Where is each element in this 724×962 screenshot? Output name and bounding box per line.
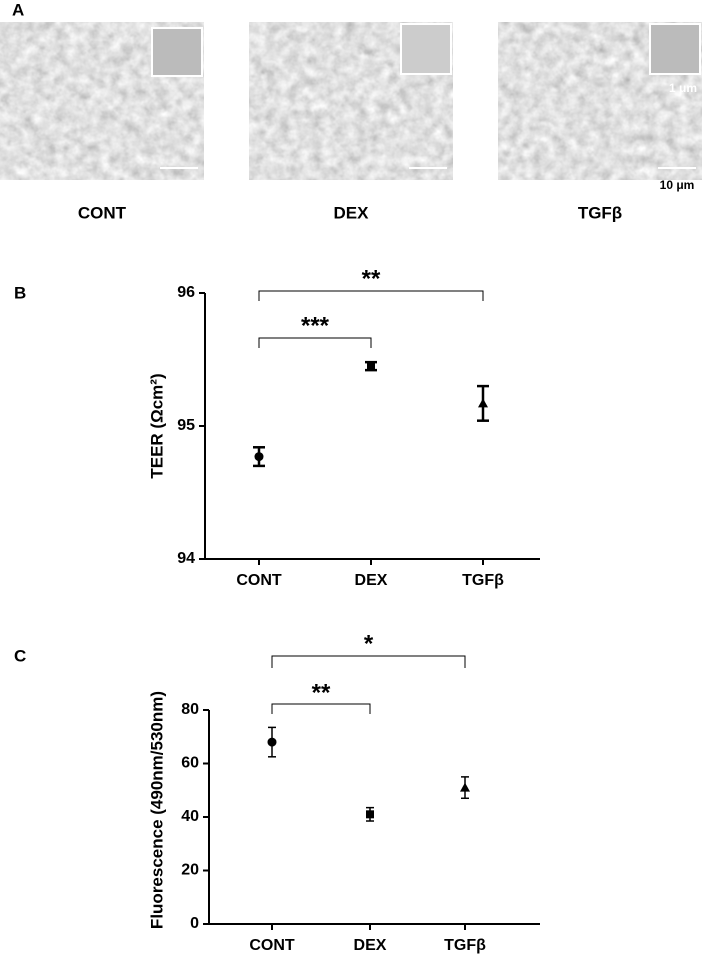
significance-bracket bbox=[271, 655, 466, 668]
sem-images bbox=[0, 22, 702, 180]
x-tick-label: DEX bbox=[354, 937, 387, 954]
y-tick-label: 80 bbox=[181, 701, 199, 718]
x-tick-label: CONT bbox=[236, 572, 282, 589]
y-tick-label: 96 bbox=[177, 284, 195, 301]
y-tick-label: 94 bbox=[177, 550, 195, 567]
marker bbox=[366, 810, 374, 819]
significance-bracket bbox=[258, 337, 372, 348]
marker bbox=[254, 452, 264, 462]
y-tick-label: 0 bbox=[190, 915, 199, 932]
x-tick-label: DEX bbox=[355, 572, 388, 589]
y-tick-label: 60 bbox=[181, 755, 199, 772]
scale-label: 1 μm bbox=[669, 81, 697, 95]
caption: CONT bbox=[78, 203, 127, 222]
panel-label: A bbox=[12, 0, 24, 19]
significance-label: ** bbox=[362, 265, 381, 292]
inset bbox=[649, 23, 701, 75]
panel-label: C bbox=[14, 646, 26, 665]
marker bbox=[267, 737, 277, 747]
marker bbox=[367, 362, 375, 371]
panel-label: B bbox=[14, 283, 26, 302]
significance-bracket bbox=[271, 703, 371, 714]
scale-label: 10 μm bbox=[660, 178, 695, 192]
significance-label: *** bbox=[301, 312, 330, 339]
y-axis-label: Fluorescence (490nm/530nm) bbox=[147, 691, 166, 929]
y-tick-label: 95 bbox=[177, 417, 195, 434]
caption: DEX bbox=[334, 203, 370, 222]
inset bbox=[400, 23, 452, 75]
inset bbox=[151, 27, 203, 77]
significance-bracket bbox=[258, 290, 484, 301]
marker bbox=[460, 782, 470, 792]
x-tick-label: CONT bbox=[249, 937, 295, 954]
y-axis-label: TEER (Ωcm²) bbox=[147, 373, 166, 478]
y-tick-label: 40 bbox=[181, 808, 199, 825]
caption: TGFβ bbox=[578, 203, 622, 222]
marker bbox=[478, 398, 488, 408]
x-tick-label: TGFβ bbox=[444, 937, 486, 954]
x-tick-label: TGFβ bbox=[462, 572, 504, 589]
significance-label: ** bbox=[312, 679, 331, 706]
significance-label: * bbox=[364, 630, 374, 657]
y-tick-label: 20 bbox=[181, 862, 199, 879]
